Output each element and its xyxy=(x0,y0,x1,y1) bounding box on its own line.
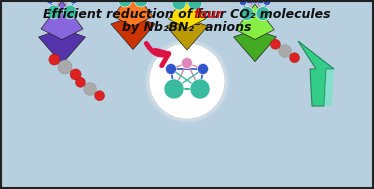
Circle shape xyxy=(134,0,148,7)
Circle shape xyxy=(263,0,271,6)
Circle shape xyxy=(70,0,78,4)
Circle shape xyxy=(95,91,105,101)
Circle shape xyxy=(239,0,247,6)
Polygon shape xyxy=(41,1,83,40)
Circle shape xyxy=(188,0,202,10)
Polygon shape xyxy=(113,0,153,26)
Circle shape xyxy=(240,7,254,21)
Circle shape xyxy=(289,53,300,63)
Text: four: four xyxy=(194,8,223,20)
Circle shape xyxy=(190,79,210,99)
Circle shape xyxy=(147,41,227,121)
Circle shape xyxy=(270,39,280,49)
Circle shape xyxy=(118,0,132,7)
FancyArrowPatch shape xyxy=(146,43,169,66)
Polygon shape xyxy=(168,0,206,28)
Circle shape xyxy=(279,45,291,57)
Polygon shape xyxy=(39,29,85,64)
Circle shape xyxy=(181,57,193,68)
Circle shape xyxy=(49,54,60,65)
Polygon shape xyxy=(234,30,276,62)
Circle shape xyxy=(84,83,96,95)
Circle shape xyxy=(164,79,184,99)
Circle shape xyxy=(172,0,186,10)
Circle shape xyxy=(70,69,81,80)
Circle shape xyxy=(47,5,61,19)
Circle shape xyxy=(166,64,177,74)
Polygon shape xyxy=(166,19,208,50)
Circle shape xyxy=(251,0,259,2)
Text: Efficient reduction of four CO₂ molecules: Efficient reduction of four CO₂ molecule… xyxy=(43,8,331,20)
Text: by Nb₂BN₂⁻ anions: by Nb₂BN₂⁻ anions xyxy=(122,20,252,33)
Polygon shape xyxy=(111,16,155,50)
Circle shape xyxy=(63,5,77,19)
Polygon shape xyxy=(298,41,334,106)
Circle shape xyxy=(58,60,72,74)
Circle shape xyxy=(256,7,270,21)
Circle shape xyxy=(145,39,229,123)
Circle shape xyxy=(76,77,85,87)
Circle shape xyxy=(197,64,208,74)
Circle shape xyxy=(46,0,54,4)
Circle shape xyxy=(149,43,225,119)
Polygon shape xyxy=(298,41,334,106)
Polygon shape xyxy=(236,4,274,40)
